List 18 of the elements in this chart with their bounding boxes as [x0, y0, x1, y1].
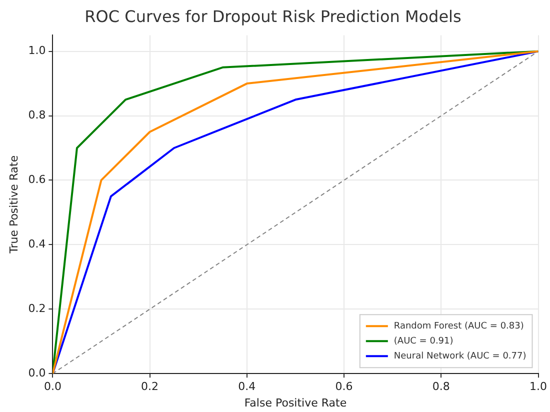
chart-title: ROC Curves for Dropout Risk Prediction Models: [84, 6, 462, 26]
y-tick-label: 1.0: [28, 44, 46, 58]
y-tick-label: 0.8: [28, 108, 46, 122]
y-tick-label: 0.4: [28, 238, 46, 251]
legend-label: (AUC = 0.91): [394, 336, 454, 346]
x-axis-title: False Positive Rate: [244, 396, 347, 410]
legend-label: Random Forest (AUC = 0.83): [394, 321, 524, 332]
x-tick-label: 1.0: [530, 380, 548, 394]
x-tick-label: 0.2: [141, 380, 159, 394]
x-tick-label: 0.8: [432, 380, 450, 394]
x-tick-label: 0.0: [44, 380, 62, 394]
x-tick-label: 0.6: [335, 380, 353, 394]
y-axis-title: True Positive Rate: [7, 155, 20, 254]
y-tick-label: 0.0: [28, 366, 46, 380]
y-tick-label: 0.6: [28, 173, 46, 186]
legend-label: Neural Network (AUC = 0.77): [394, 351, 526, 362]
y-tick-label: 0.2: [28, 302, 46, 315]
x-tick-label: 0.4: [238, 380, 256, 394]
